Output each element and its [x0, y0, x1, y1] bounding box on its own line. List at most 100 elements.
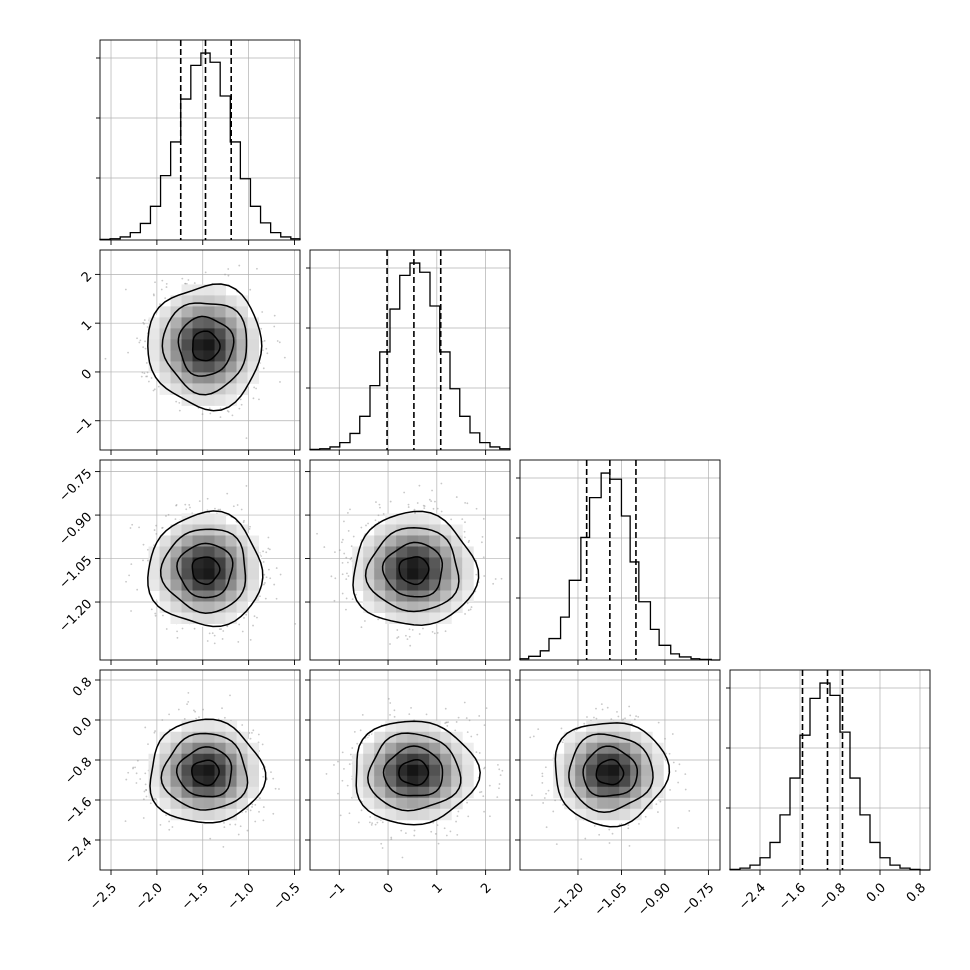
density-cell — [462, 568, 474, 580]
sample-point — [455, 820, 457, 823]
density-cell — [159, 590, 172, 602]
sample-point — [584, 837, 587, 840]
sample-point — [278, 788, 280, 790]
density-cell — [159, 339, 172, 351]
density-cell — [225, 394, 238, 406]
density-cell — [385, 546, 397, 558]
sample-point — [144, 726, 147, 729]
density-cell — [159, 372, 172, 384]
x-tick-label-1-2: 1 — [429, 880, 445, 896]
sample-point — [195, 717, 198, 720]
sample-point — [463, 530, 466, 533]
x-tick-label-3-3: 0.0 — [864, 880, 889, 905]
sample-point — [628, 844, 631, 847]
density-cell — [396, 557, 408, 569]
sample-point — [135, 772, 138, 775]
density-cell — [575, 753, 587, 766]
sample-point — [264, 582, 266, 584]
hist-panel-3 — [726, 669, 931, 875]
density-panel-3-0 — [95, 669, 301, 875]
sample-point — [262, 550, 264, 553]
sample-point — [428, 498, 431, 501]
sample-point — [375, 501, 377, 503]
density-cell — [564, 731, 576, 744]
density-cell — [418, 535, 430, 547]
density-cell — [225, 361, 238, 373]
sample-point — [227, 268, 230, 270]
sample-point — [142, 346, 145, 349]
density-cell — [236, 764, 249, 777]
density-cell — [148, 361, 161, 373]
density-panel-2-0 — [95, 459, 301, 665]
sample-point — [638, 822, 640, 825]
density-cell — [203, 535, 216, 547]
density-content-2-1 — [310, 460, 510, 660]
x-tick-label-3-4: 0.8 — [904, 880, 929, 905]
sample-point — [378, 503, 381, 506]
sample-point — [475, 573, 478, 576]
sample-point — [483, 766, 486, 769]
density-cell — [575, 742, 587, 755]
sample-point — [552, 810, 555, 813]
sample-point — [152, 389, 155, 392]
sample-point — [338, 549, 341, 552]
y-tick-label-3-4: 0.8 — [70, 675, 95, 700]
x-tick-label-0-4: −0.5 — [271, 880, 304, 913]
density-cell — [619, 797, 631, 810]
density-content-3-2 — [520, 670, 720, 870]
density-cell — [247, 742, 260, 755]
density-cell — [429, 557, 441, 569]
density-cell — [170, 775, 183, 788]
y-tick-label-3-0: −2.4 — [62, 835, 95, 868]
density-cell — [440, 524, 452, 536]
density-cell — [418, 731, 430, 744]
sample-point — [266, 778, 268, 781]
sample-point — [463, 701, 466, 704]
sample-point — [139, 778, 142, 780]
sample-point — [480, 790, 483, 793]
density-cell — [451, 579, 463, 591]
sample-point — [363, 620, 366, 622]
sample-point — [618, 823, 621, 826]
density-cell — [597, 753, 609, 766]
density-cell — [247, 775, 260, 788]
density-cell — [630, 797, 642, 810]
sample-point — [262, 806, 265, 808]
contour-level-2 — [161, 302, 248, 396]
density-cell — [203, 590, 216, 602]
density-cell — [203, 361, 216, 373]
sample-point — [408, 628, 411, 631]
density-cell — [170, 568, 183, 580]
density-cell — [396, 535, 408, 547]
density-cell — [352, 786, 364, 799]
density-cell — [236, 775, 249, 788]
density-cell — [247, 546, 260, 558]
sample-point — [164, 297, 167, 300]
sample-point — [444, 630, 447, 633]
density-cell — [652, 764, 664, 777]
density-cell — [170, 753, 183, 766]
density-cell — [247, 786, 260, 799]
sample-point — [239, 825, 242, 828]
density-cell — [170, 524, 183, 536]
density-cell — [608, 742, 620, 755]
density-cell — [159, 764, 172, 777]
sample-point — [537, 728, 540, 731]
density-cell — [630, 731, 642, 744]
density-cell — [181, 339, 194, 351]
sample-point — [404, 832, 407, 835]
sample-point — [361, 713, 364, 716]
sample-point — [440, 482, 443, 485]
sample-point — [348, 812, 351, 815]
sample-point — [249, 737, 252, 740]
sample-point — [138, 526, 140, 529]
sample-point — [543, 797, 546, 799]
density-cell — [181, 786, 194, 799]
density-cell — [407, 808, 419, 821]
density-cell — [385, 612, 397, 624]
density-cell — [170, 328, 183, 340]
sample-point — [165, 282, 168, 285]
density-cell — [586, 753, 598, 766]
sample-point — [368, 821, 371, 824]
sample-point — [272, 777, 275, 780]
